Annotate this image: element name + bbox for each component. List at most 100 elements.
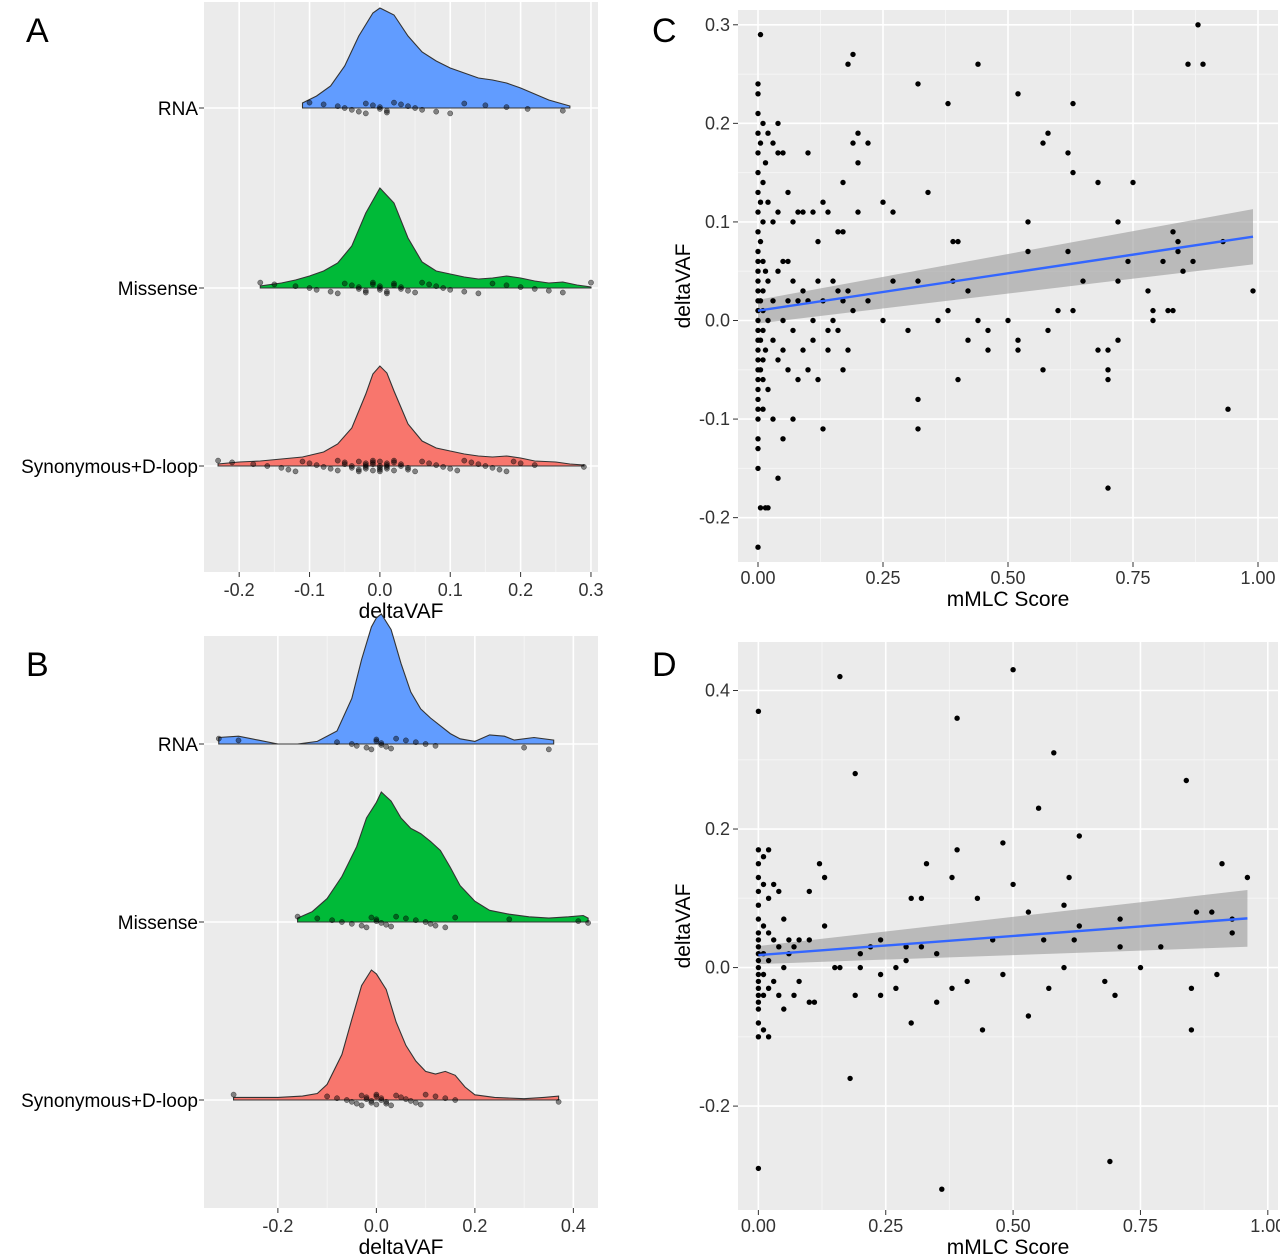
data-point [785, 189, 791, 196]
data-point [780, 317, 786, 324]
data-point [855, 209, 861, 215]
data-point [775, 150, 781, 156]
data-point [765, 199, 771, 205]
data-point [378, 1095, 385, 1102]
data-point [285, 466, 292, 473]
data-point [373, 738, 380, 745]
data-point [880, 199, 886, 205]
data-point [755, 258, 761, 265]
data-point [950, 238, 956, 245]
y-tick-label: 0.0 [705, 311, 730, 331]
data-point [348, 920, 355, 927]
data-point [857, 951, 863, 957]
data-point [857, 964, 863, 971]
data-point [893, 985, 899, 991]
data-point [755, 445, 761, 452]
data-point [796, 978, 802, 985]
data-point [531, 286, 538, 292]
data-point [1041, 937, 1047, 943]
data-point [370, 279, 376, 286]
data-point [760, 1027, 767, 1033]
y-tick-label: -0.2 [699, 508, 730, 528]
x-tick-label: -0.2 [262, 1216, 293, 1236]
data-point [348, 741, 355, 747]
data-point [806, 937, 812, 943]
data-point [517, 284, 524, 290]
data-point [1229, 930, 1235, 936]
data-point [825, 327, 831, 334]
data-point [362, 100, 369, 107]
x-tick-label: 0.2 [508, 580, 533, 600]
data-point [348, 1098, 355, 1105]
data-point [1115, 219, 1121, 225]
data-point [1046, 985, 1052, 991]
data-point [755, 317, 761, 324]
data-point [1025, 219, 1031, 225]
data-point [1125, 258, 1131, 265]
data-point [893, 964, 899, 971]
confidence-band [758, 209, 1253, 324]
data-point [765, 930, 772, 936]
data-point [755, 708, 762, 714]
data-point [785, 258, 791, 265]
data-point [383, 743, 390, 750]
data-point [348, 282, 355, 289]
y-tick-label: 0.0 [705, 958, 730, 978]
data-point [757, 140, 764, 146]
data-point [510, 458, 517, 465]
data-point [755, 861, 762, 867]
data-point [398, 286, 404, 292]
data-point [417, 1101, 424, 1108]
data-point [306, 99, 313, 106]
data-point [915, 396, 921, 403]
data-point [388, 923, 394, 930]
data-point [391, 457, 397, 464]
data-point [923, 861, 930, 867]
data-point [850, 140, 856, 146]
data-point [815, 238, 821, 245]
data-point [422, 1091, 429, 1098]
x-tick-label: 1.00 [1250, 1216, 1280, 1236]
data-point [452, 1097, 459, 1103]
data-point [363, 924, 370, 931]
x-tick-label: 0.75 [1123, 1216, 1158, 1236]
data-point [398, 1094, 404, 1101]
data-point [934, 951, 940, 957]
data-point [770, 219, 776, 225]
data-point [790, 278, 796, 284]
data-point [412, 289, 418, 296]
data-point [835, 327, 841, 334]
x-tick-label: 0.0 [364, 1216, 389, 1236]
data-point [757, 238, 764, 245]
data-point [370, 459, 376, 466]
y-tick-label: 0.1 [705, 212, 730, 232]
density-missense [297, 791, 589, 923]
data-point [1095, 347, 1101, 353]
data-point [235, 737, 242, 744]
data-point [775, 357, 781, 363]
data-point [339, 919, 345, 925]
data-point [1188, 985, 1195, 991]
data-point [433, 108, 440, 115]
data-point [503, 104, 510, 110]
data-point [985, 327, 991, 334]
data-point [760, 376, 766, 383]
data-point [585, 920, 591, 926]
data-point [432, 1093, 439, 1100]
data-point [1105, 367, 1111, 373]
data-point [765, 895, 772, 901]
data-point [765, 317, 771, 324]
data-point [755, 416, 761, 422]
chart-C: 0.00 0.25 0.50 0.75 1.00 -0.2 -0.1 0.0 0.1 0.2 0.3… [672, 10, 1278, 611]
data-point [1115, 278, 1121, 284]
data-point [800, 347, 806, 353]
data-point [775, 209, 781, 215]
data-point [412, 917, 419, 924]
data-point [358, 1092, 365, 1099]
data-point [257, 279, 264, 286]
data-point [422, 741, 429, 747]
data-point [760, 327, 766, 334]
data-point [405, 466, 411, 473]
data-point [313, 286, 320, 293]
data-point [1200, 61, 1206, 67]
